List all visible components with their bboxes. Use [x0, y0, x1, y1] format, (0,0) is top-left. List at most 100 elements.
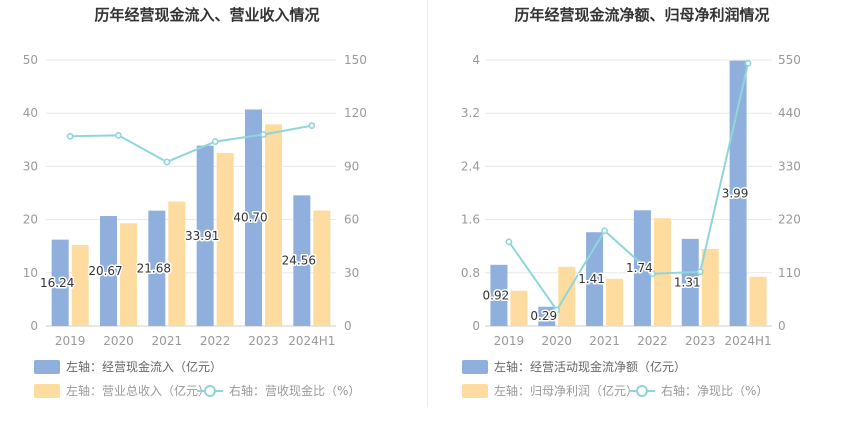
bar-series-1	[245, 109, 262, 326]
bar-series-1	[196, 145, 214, 326]
legend-marker-3	[636, 385, 648, 397]
line-point	[163, 158, 171, 166]
bar-data-label: 20.67	[88, 264, 122, 278]
bar-series-2	[265, 124, 282, 326]
bar-series-1	[293, 195, 311, 326]
x-axis-tick: 2023	[248, 334, 279, 348]
bar-series-2	[168, 201, 186, 326]
bar-data-label: 40.70	[233, 211, 267, 225]
bar-series-2	[653, 218, 671, 326]
right-axis-tick: 550	[778, 53, 801, 67]
right-axis-tick: 0	[344, 319, 352, 333]
bar-data-label: 33.91	[185, 229, 219, 243]
x-axis-tick: 2023	[685, 334, 716, 348]
right-axis-tick: 0	[778, 319, 786, 333]
left-axis-tick: 20	[23, 213, 38, 227]
bar-series-1	[633, 210, 651, 326]
bar-series-1	[490, 264, 508, 326]
bar-series-2	[510, 290, 528, 326]
left-axis-tick: 1.6	[461, 213, 480, 227]
line-point	[260, 131, 267, 138]
x-axis-tick: 2021	[589, 334, 620, 348]
panel-divider	[427, 0, 428, 407]
legend-label-2: 左轴：营业总收入（亿元）	[66, 383, 210, 398]
legend-label-1: 左轴：经营现金流入（亿元）	[66, 359, 222, 374]
bar-series-2	[701, 248, 719, 326]
left-axis-tick: 0.8	[461, 266, 480, 280]
bar-data-label: 24.56	[282, 254, 316, 268]
legend-swatch-2	[462, 384, 488, 398]
line-point	[696, 268, 704, 276]
bar-series-2	[558, 266, 576, 326]
bar-series-2	[313, 210, 331, 326]
right-axis-tick: 330	[778, 159, 801, 173]
bar-series-2	[216, 153, 234, 326]
right-axis-tick: 440	[778, 106, 801, 120]
line-point	[744, 59, 752, 67]
right-axis-tick: 90	[344, 159, 359, 173]
line-point	[505, 238, 513, 246]
line-series	[70, 124, 313, 164]
right-axis-tick: 60	[344, 213, 359, 227]
right-axis-tick: 110	[778, 266, 801, 280]
bar-data-label: 1.31	[674, 275, 701, 289]
bar-series-1	[681, 238, 699, 326]
bar-series-2	[606, 278, 624, 326]
x-axis-tick: 2021	[152, 334, 183, 348]
bar-series-2	[749, 276, 767, 326]
right-axis-tick: 220	[778, 213, 801, 227]
bar-series-2	[120, 223, 137, 326]
line-point	[308, 122, 316, 130]
left-axis-tick: 3.2	[461, 106, 480, 120]
x-axis-tick: 2020	[541, 334, 572, 348]
bar-series-1	[51, 239, 69, 326]
bar-data-label: 0.92	[483, 288, 510, 302]
x-axis-tick: 2022	[200, 334, 231, 348]
x-axis-tick: 2020	[103, 334, 134, 348]
bar-data-label: 0.29	[530, 309, 557, 323]
bar-data-label: 1.74	[626, 261, 653, 275]
left-axis-tick: 4	[472, 53, 480, 67]
line-point	[553, 306, 561, 314]
bar-series-1	[538, 306, 556, 326]
legend-label-3: 右轴：净现比（%）	[661, 383, 768, 398]
left-axis-tick: 10	[23, 266, 38, 280]
line-series	[508, 63, 750, 312]
x-axis-tick: 2024H1	[288, 334, 335, 348]
legend-label-3: 右轴：营收现金比（%）	[229, 383, 360, 398]
x-axis-tick: 2019	[55, 334, 86, 348]
line-point	[649, 270, 656, 278]
chart-title: 历年经营现金流净额、归母净利润情况	[514, 6, 769, 24]
bar-data-label: 21.68	[137, 261, 171, 275]
left-axis-tick: 50	[23, 53, 38, 67]
legend-swatch-1	[462, 360, 488, 374]
line-point	[211, 138, 219, 145]
left-axis-tick: 0	[30, 319, 38, 333]
bar-series-2	[71, 245, 89, 326]
legend-label-2: 左轴：归母净利润（亿元）	[494, 383, 638, 398]
line-point	[601, 227, 608, 235]
left-axis-tick: 40	[23, 106, 38, 120]
bar-data-label: 1.41	[578, 272, 605, 286]
x-axis-tick: 2024H1	[724, 334, 771, 348]
bar-series-1	[148, 210, 166, 326]
left-axis-tick: 30	[23, 159, 38, 173]
legend-label-1: 左轴：经营活动现金流净额（亿元）	[494, 359, 686, 374]
net-cashflow-profit-chart: 历年经营现金流净额、归母净利润情况 0 0 0.8 110 1.6 220 2.4 330 3.2…	[461, 6, 801, 398]
x-axis-tick: 2019	[494, 334, 525, 348]
right-axis-tick: 150	[344, 53, 367, 67]
chart-title: 历年经营现金流入、营业收入情况	[94, 6, 319, 24]
bar-data-label: 16.24	[40, 276, 74, 290]
x-axis-tick: 2022	[637, 334, 668, 348]
line-point	[66, 132, 74, 140]
legend-swatch-2	[34, 384, 60, 398]
cash-inflow-revenue-chart: 历年经营现金流入、营业收入情况 0 0 10 30 20 60 30 90 40 120 50 150 2…	[23, 6, 367, 398]
left-axis-tick: 0	[472, 319, 480, 333]
legend-marker-3	[204, 385, 216, 397]
right-axis-tick: 120	[344, 106, 367, 120]
legend-swatch-1	[34, 360, 60, 374]
right-axis-tick: 30	[344, 266, 359, 280]
line-point	[115, 131, 122, 139]
left-axis-tick: 2.4	[461, 159, 480, 173]
